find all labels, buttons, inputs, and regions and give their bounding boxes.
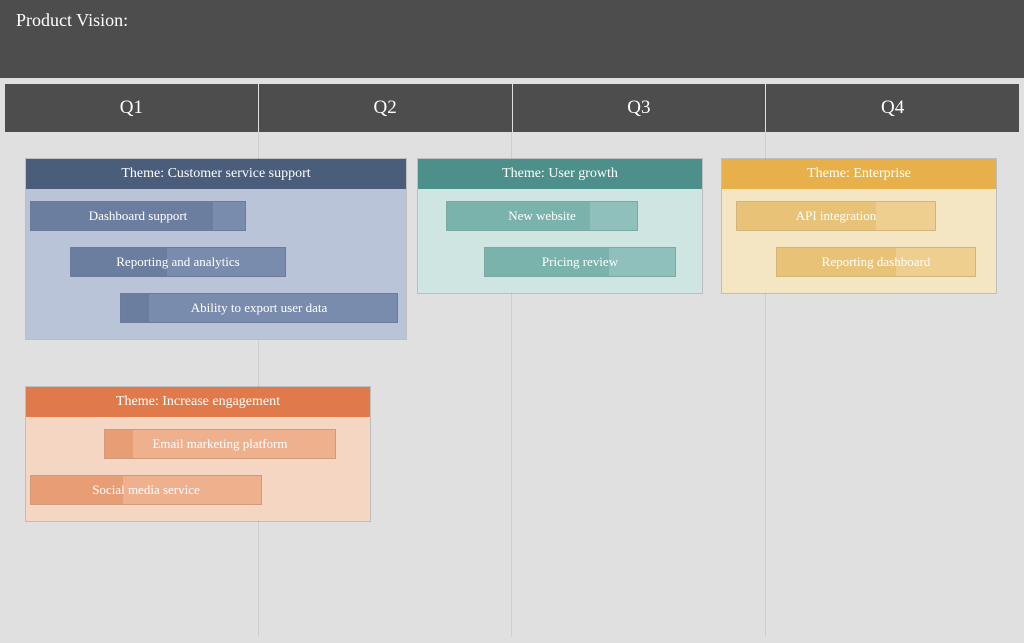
theme-card-user-growth[interactable]: Theme: User growth New website Pricing rev… [417,158,703,294]
task-api-integration[interactable]: API integration [736,201,936,231]
theme-body: API integration Reporting dashboard [722,189,996,293]
theme-card-increase-engagement[interactable]: Theme: Increase engagementEmail marketin… [25,386,371,522]
task-dashboard-support[interactable]: Dashboard support [30,201,246,231]
quarters-row: Q1 Q2 Q3 Q4 [5,84,1019,132]
theme-body: Dashboard support Reporting and analytics… [26,189,406,339]
task-progress [121,294,149,322]
theme-header: Theme: Enterprise [722,159,996,189]
task-pricing-review[interactable]: Pricing review [484,247,676,277]
task-reporting-analytics[interactable]: Reporting and analytics [70,247,286,277]
vision-header: Product Vision: [0,0,1024,78]
quarter-head-q4: Q4 [765,84,1019,132]
task-label: Reporting dashboard [822,254,931,270]
theme-header: Theme: Customer service support [26,159,406,189]
task-reporting-dashboard[interactable]: Reporting dashboard [776,247,976,277]
task-label: New website [508,208,576,224]
theme-header: Theme: User growth [418,159,702,189]
vision-label: Product Vision: [16,10,128,30]
theme-card-enterprise[interactable]: Theme: Enterprise API integration Reportin… [721,158,997,294]
theme-body: Email marketing platform Social media ser… [26,417,370,521]
task-label: API integration [796,208,877,224]
task-new-website[interactable]: New website [446,201,638,231]
quarter-head-q2: Q2 [258,84,512,132]
theme-body: New website Pricing review [418,189,702,293]
task-progress [105,430,133,458]
task-label: Email marketing platform [152,436,287,452]
theme-card-customer-service[interactable]: Theme: Customer service supportDashboard… [25,158,407,340]
quarter-head-q3: Q3 [512,84,766,132]
task-social-media[interactable]: Social media service [30,475,262,505]
task-email-marketing[interactable]: Email marketing platform [104,429,336,459]
task-export-user-data[interactable]: Ability to export user data [120,293,398,323]
task-label: Ability to export user data [191,300,327,316]
task-label: Pricing review [542,254,618,270]
task-label: Social media service [92,482,200,498]
roadmap-board: Theme: Customer service supportDashboard… [5,132,1019,637]
task-label: Reporting and analytics [116,254,239,270]
theme-header: Theme: Increase engagement [26,387,370,417]
task-label: Dashboard support [89,208,188,224]
quarter-head-q1: Q1 [5,84,258,132]
